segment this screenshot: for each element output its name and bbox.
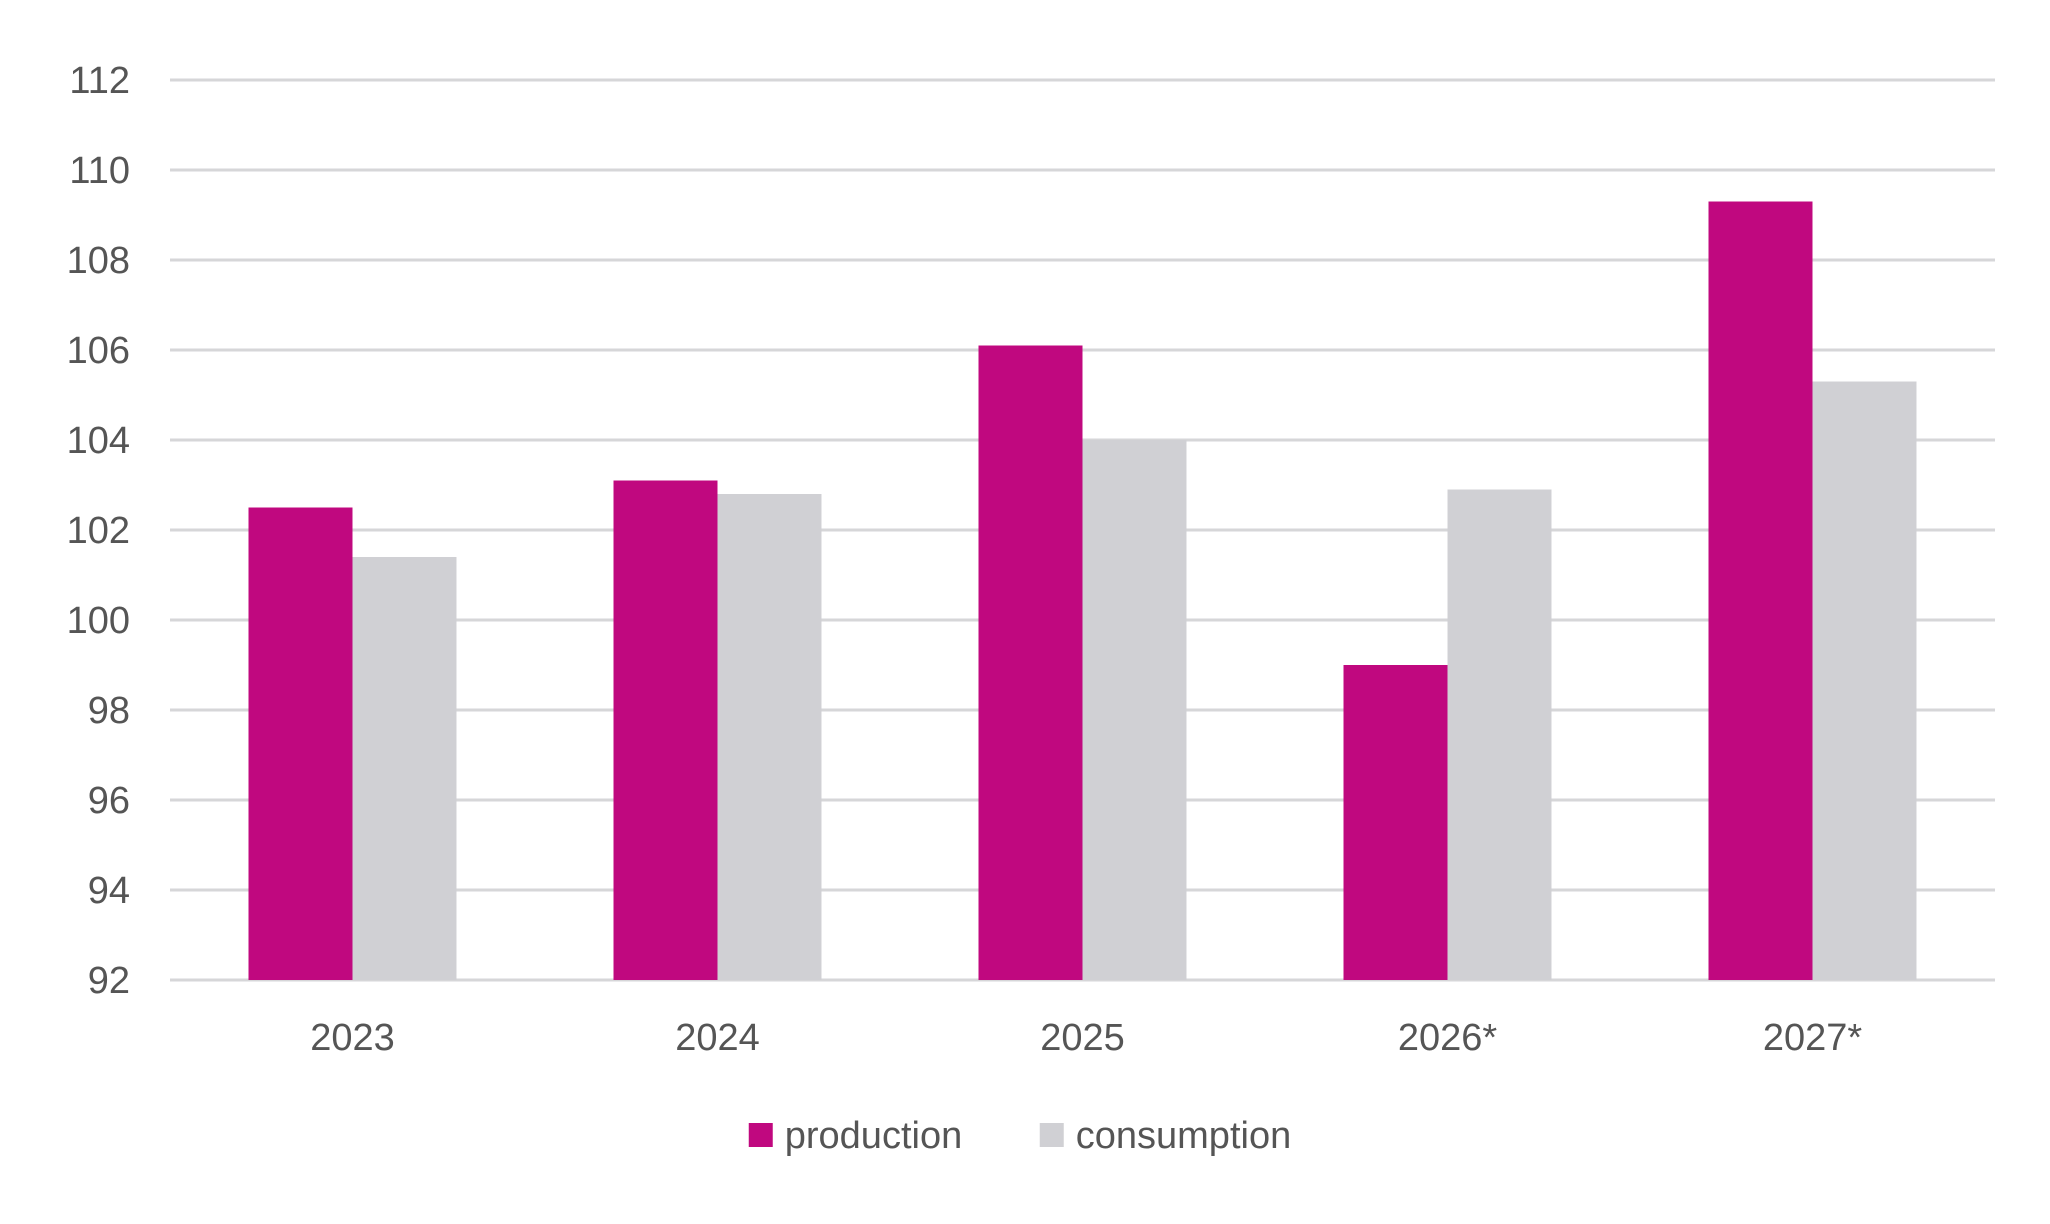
bar-production-2026 — [1343, 665, 1448, 980]
y-tick-label: 108 — [67, 240, 130, 282]
legend-swatch-consumption — [1039, 1123, 1064, 1147]
bar-production-2025 — [978, 345, 1083, 980]
y-tick-label: 98 — [88, 690, 130, 732]
y-tick-label: 94 — [88, 870, 130, 912]
bar-consumption-2027 — [1812, 381, 1917, 980]
x-tick-label: 2023 — [310, 1017, 395, 1059]
legend-swatch-production — [748, 1123, 773, 1147]
y-axis-ticks: 92 94 96 98 100 102 104 106 108 110 112 — [67, 60, 130, 1002]
bar-consumption-2023 — [352, 557, 457, 980]
y-tick-label: 102 — [67, 510, 130, 552]
bar-production-2024 — [613, 480, 718, 980]
x-tick-label: 2025 — [1040, 1017, 1125, 1059]
y-tick-label: 112 — [69, 60, 130, 102]
bars — [248, 201, 1917, 980]
legend-label-production: production — [785, 1115, 962, 1157]
legend-label-consumption: consumption — [1076, 1115, 1291, 1157]
y-tick-label: 100 — [67, 600, 130, 642]
bar-consumption-2024 — [717, 494, 822, 980]
x-tick-label: 2024 — [675, 1017, 760, 1059]
y-tick-label: 96 — [88, 780, 130, 822]
x-tick-label: 2027* — [1763, 1017, 1863, 1059]
bar-production-2023 — [248, 507, 353, 980]
x-tick-label: 2026* — [1398, 1017, 1498, 1059]
y-tick-label: 104 — [67, 420, 130, 462]
bar-consumption-2026 — [1447, 489, 1552, 980]
bar-consumption-2025 — [1082, 440, 1187, 980]
bar-production-2027 — [1708, 201, 1813, 980]
y-tick-label: 92 — [88, 960, 130, 1002]
legend: production consumption — [748, 1115, 1291, 1157]
y-tick-label: 110 — [69, 150, 130, 192]
x-axis-ticks: 2023 2024 2025 2026* 2027* — [310, 1017, 1862, 1059]
y-tick-label: 106 — [67, 330, 130, 372]
